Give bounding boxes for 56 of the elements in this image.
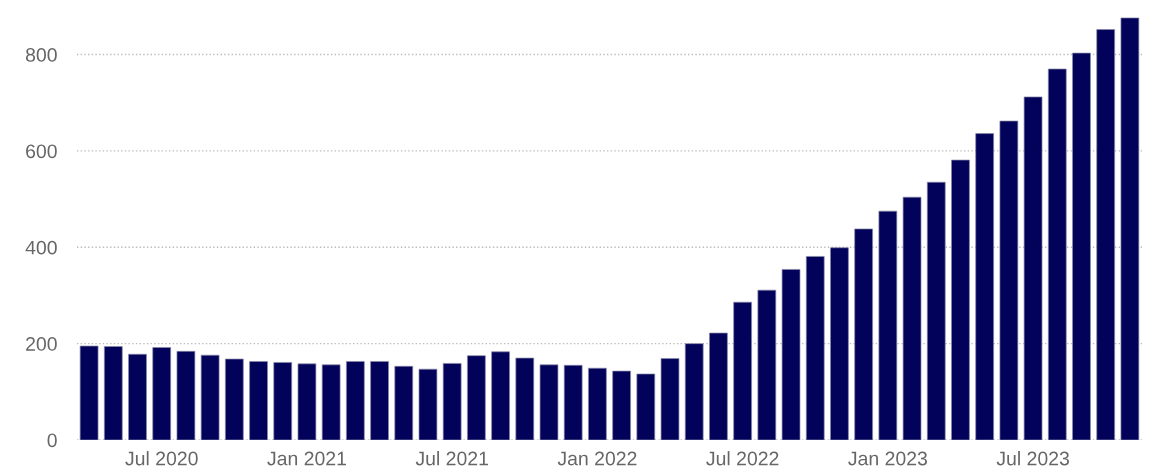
bar [1072, 52, 1091, 440]
x-tick-label: Jul 2021 [415, 451, 488, 466]
bar [104, 346, 123, 440]
y-tick-label: 200 [26, 337, 57, 351]
bar [249, 361, 268, 440]
bar [370, 361, 389, 440]
bar [491, 351, 510, 440]
y-tick-label: 800 [25, 48, 57, 62]
bar [273, 362, 293, 440]
x-tick-label: Jan 2023 [848, 451, 928, 466]
bar [781, 269, 801, 440]
x-tick-label: Jul 2023 [996, 451, 1069, 466]
x-tick-label: Jan 2022 [557, 451, 637, 466]
bar [418, 368, 438, 440]
bar [926, 181, 946, 440]
bar [1023, 96, 1043, 440]
bar [152, 347, 172, 440]
bar [176, 351, 196, 440]
bar [321, 364, 341, 440]
x-tick-label: Jan 2021 [267, 451, 346, 466]
y-tick-label: 600 [26, 144, 57, 159]
bar [878, 210, 898, 440]
bar [902, 196, 922, 440]
bar [1120, 17, 1140, 440]
bar [684, 343, 704, 440]
bar [660, 358, 680, 440]
bar [975, 133, 994, 440]
bar [297, 363, 317, 440]
x-tick-label: Jul 2022 [706, 451, 779, 466]
bar [999, 120, 1019, 440]
bar [128, 353, 147, 440]
bar [1047, 68, 1067, 440]
x-tick-label: Jul 2020 [125, 451, 198, 466]
bar [1096, 29, 1115, 440]
bar [225, 358, 244, 440]
bar [709, 332, 728, 440]
bar [200, 354, 220, 440]
bar [830, 247, 849, 440]
bar [612, 370, 631, 440]
bar [733, 301, 752, 440]
bar [467, 355, 486, 440]
y-tick-label: 0 [47, 433, 57, 448]
bar [539, 364, 559, 440]
y-tick-label: 400 [25, 240, 57, 255]
bar [854, 228, 873, 440]
bar [636, 373, 656, 440]
bar [515, 357, 535, 440]
bar [588, 367, 607, 440]
bar [951, 159, 970, 440]
bar [442, 363, 462, 440]
bar [757, 289, 777, 440]
bar [79, 345, 99, 440]
bar [563, 364, 583, 440]
bar [394, 365, 414, 440]
bar [805, 256, 825, 440]
bar [346, 361, 365, 440]
